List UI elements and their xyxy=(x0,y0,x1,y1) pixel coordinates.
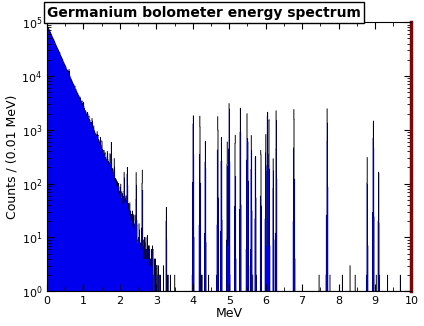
Y-axis label: Counts / (0.01 MeV): Counts / (0.01 MeV) xyxy=(6,95,19,219)
Text: Germanium bolometer energy spectrum: Germanium bolometer energy spectrum xyxy=(47,6,361,20)
X-axis label: MeV: MeV xyxy=(216,307,243,320)
